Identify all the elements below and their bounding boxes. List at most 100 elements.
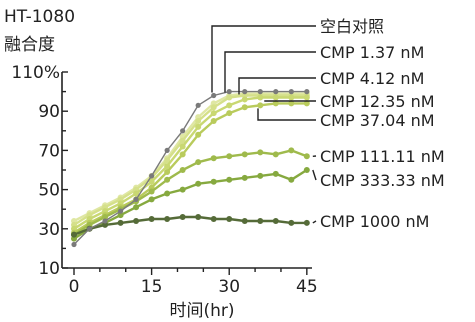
- data-point: [241, 217, 248, 224]
- data-point: [164, 216, 171, 222]
- x-tick-label: 30: [218, 277, 240, 297]
- data-point: [133, 190, 140, 197]
- legend-label: CMP 12.35 nM: [320, 92, 435, 111]
- data-point: [117, 219, 124, 226]
- legend-label: CMP 1.37 nM: [320, 43, 424, 62]
- data-point: [133, 217, 140, 224]
- data-point: [195, 118, 202, 124]
- x-axis-label: 时间(hr): [169, 301, 234, 321]
- series-line: [73, 92, 307, 223]
- legend-label: CMP 37.04 nM: [320, 111, 435, 130]
- legend-label: CMP 4.12 nM: [320, 69, 424, 88]
- data-point: [210, 155, 217, 162]
- data-point: [117, 212, 124, 219]
- x-tick-label: 15: [141, 277, 163, 297]
- y-tick-label: 10: [38, 259, 60, 279]
- data-point: [195, 102, 201, 108]
- data-point: [211, 92, 217, 99]
- legend-leader-line: [238, 77, 316, 95]
- data-point: [117, 208, 124, 214]
- y-tick-label: 50: [38, 181, 60, 201]
- x-tick-label: 0: [69, 277, 80, 297]
- data-point: [164, 176, 171, 183]
- data-point: [272, 151, 279, 158]
- legend-leader-line: [312, 220, 317, 224]
- series-line: [73, 102, 307, 234]
- data-point: [303, 167, 310, 173]
- data-point: [148, 196, 155, 203]
- data-point: [226, 216, 233, 222]
- data-point: [242, 89, 248, 95]
- data-point: [257, 102, 264, 109]
- legend-leader-line: [257, 108, 316, 121]
- data-point: [288, 94, 295, 101]
- data-point: [102, 218, 108, 224]
- data-point: [226, 176, 233, 183]
- data-point: [303, 94, 310, 101]
- data-point: [241, 104, 248, 111]
- series-3: [71, 94, 310, 232]
- data-point: [195, 180, 202, 187]
- data-point: [86, 226, 93, 232]
- data-point: [102, 214, 109, 221]
- data-point: [210, 104, 217, 111]
- legend-label: CMP 111.11 nM: [320, 147, 445, 166]
- data-point: [133, 204, 140, 211]
- data-point: [195, 131, 202, 138]
- data-point: [102, 221, 109, 228]
- data-point: [164, 157, 171, 164]
- data-point: [210, 216, 217, 222]
- x-tick-label: 45: [296, 277, 318, 297]
- data-point: [148, 216, 155, 222]
- data-point: [303, 219, 310, 226]
- series-1: [71, 90, 310, 224]
- data-point: [210, 118, 217, 124]
- data-point: [195, 159, 202, 166]
- data-point: [210, 178, 217, 185]
- data-point: [148, 188, 155, 195]
- data-point: [179, 143, 186, 150]
- data-point: [273, 89, 279, 95]
- data-point: [304, 89, 310, 95]
- legend-leader-line: [224, 51, 316, 93]
- data-point: [272, 94, 279, 101]
- x-ticks: 0 15 30 45: [69, 268, 318, 297]
- series-2: [71, 92, 310, 228]
- chart-title: HT-1080: [4, 7, 75, 27]
- legend-leader-line: [312, 169, 317, 181]
- y-tick-label: 90: [38, 102, 60, 122]
- data-point: [71, 241, 77, 248]
- data-point: [226, 102, 233, 109]
- data-point: [179, 167, 186, 173]
- data-point: [288, 176, 295, 183]
- data-point: [303, 100, 310, 107]
- data-point: [257, 89, 263, 95]
- data-point: [226, 89, 232, 95]
- y-ticks: 10 30 50 70 90 110%: [11, 63, 68, 279]
- data-point: [210, 110, 217, 117]
- series-line: [73, 96, 307, 230]
- data-point: [179, 151, 186, 158]
- data-point: [241, 96, 248, 103]
- data-point: [257, 94, 264, 101]
- chart-subtitle: 融合度: [4, 35, 55, 55]
- data-point: [180, 128, 186, 134]
- series-line: [73, 90, 307, 245]
- data-point: [71, 231, 77, 238]
- legend-label: CMP 1000 nM: [320, 212, 429, 231]
- series-line: [73, 94, 307, 226]
- y-tick-label: 70: [38, 141, 60, 161]
- data-point: [257, 217, 264, 224]
- data-point: [164, 147, 170, 153]
- data-point: [179, 137, 186, 144]
- data-point: [303, 153, 310, 160]
- data-point: [179, 214, 186, 221]
- series-line: [73, 168, 308, 240]
- data-point: [272, 217, 279, 224]
- data-point: [164, 190, 171, 197]
- y-tick-label: 110%: [11, 63, 60, 83]
- data-point: [148, 178, 155, 185]
- data-point: [272, 170, 279, 177]
- data-point: [288, 147, 295, 154]
